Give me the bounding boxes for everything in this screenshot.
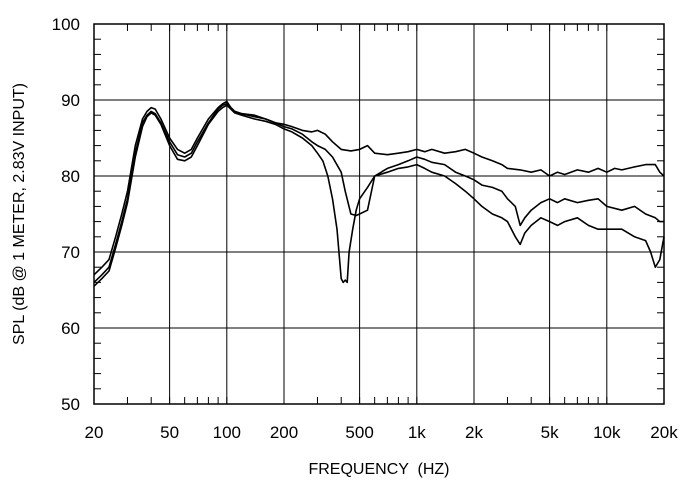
y-tick-label: 100 [52, 15, 80, 34]
y-tick-label: 70 [61, 243, 80, 262]
y-axis-title: SPL (dB @ 1 METER, 2.83V INPUT) [11, 83, 28, 345]
x-tick-label: 50 [160, 423, 179, 442]
x-tick-label: 20k [650, 423, 678, 442]
series-layer [93, 100, 665, 287]
x-tick-label: 5k [541, 423, 559, 442]
y-tick-label: 60 [61, 319, 80, 338]
x-tick-label: 200 [270, 423, 298, 442]
response-line-1 [93, 100, 665, 276]
tick-labels: 20 50 100 200 500 1k 2k 5k 10k 20k 50 60 70 80 90 100 [52, 15, 679, 442]
x-tick-label: 20 [85, 423, 104, 442]
x-tick-label: 10k [593, 423, 621, 442]
response-line-2 [93, 103, 664, 283]
x-tick-label: 2k [465, 423, 483, 442]
x-tick-label: 100 [213, 423, 241, 442]
x-tick-label: 500 [345, 423, 373, 442]
y-tick-label: 80 [61, 167, 80, 186]
y-tick-label: 90 [61, 91, 80, 110]
response-line-3 [93, 104, 665, 287]
x-tick-label: 1k [408, 423, 426, 442]
minor-ticks [94, 24, 664, 404]
y-tick-label: 50 [61, 395, 80, 414]
x-axis-title: FREQUENCY (HZ) [308, 461, 449, 478]
plot-frame [93, 23, 665, 405]
grid [94, 24, 664, 404]
